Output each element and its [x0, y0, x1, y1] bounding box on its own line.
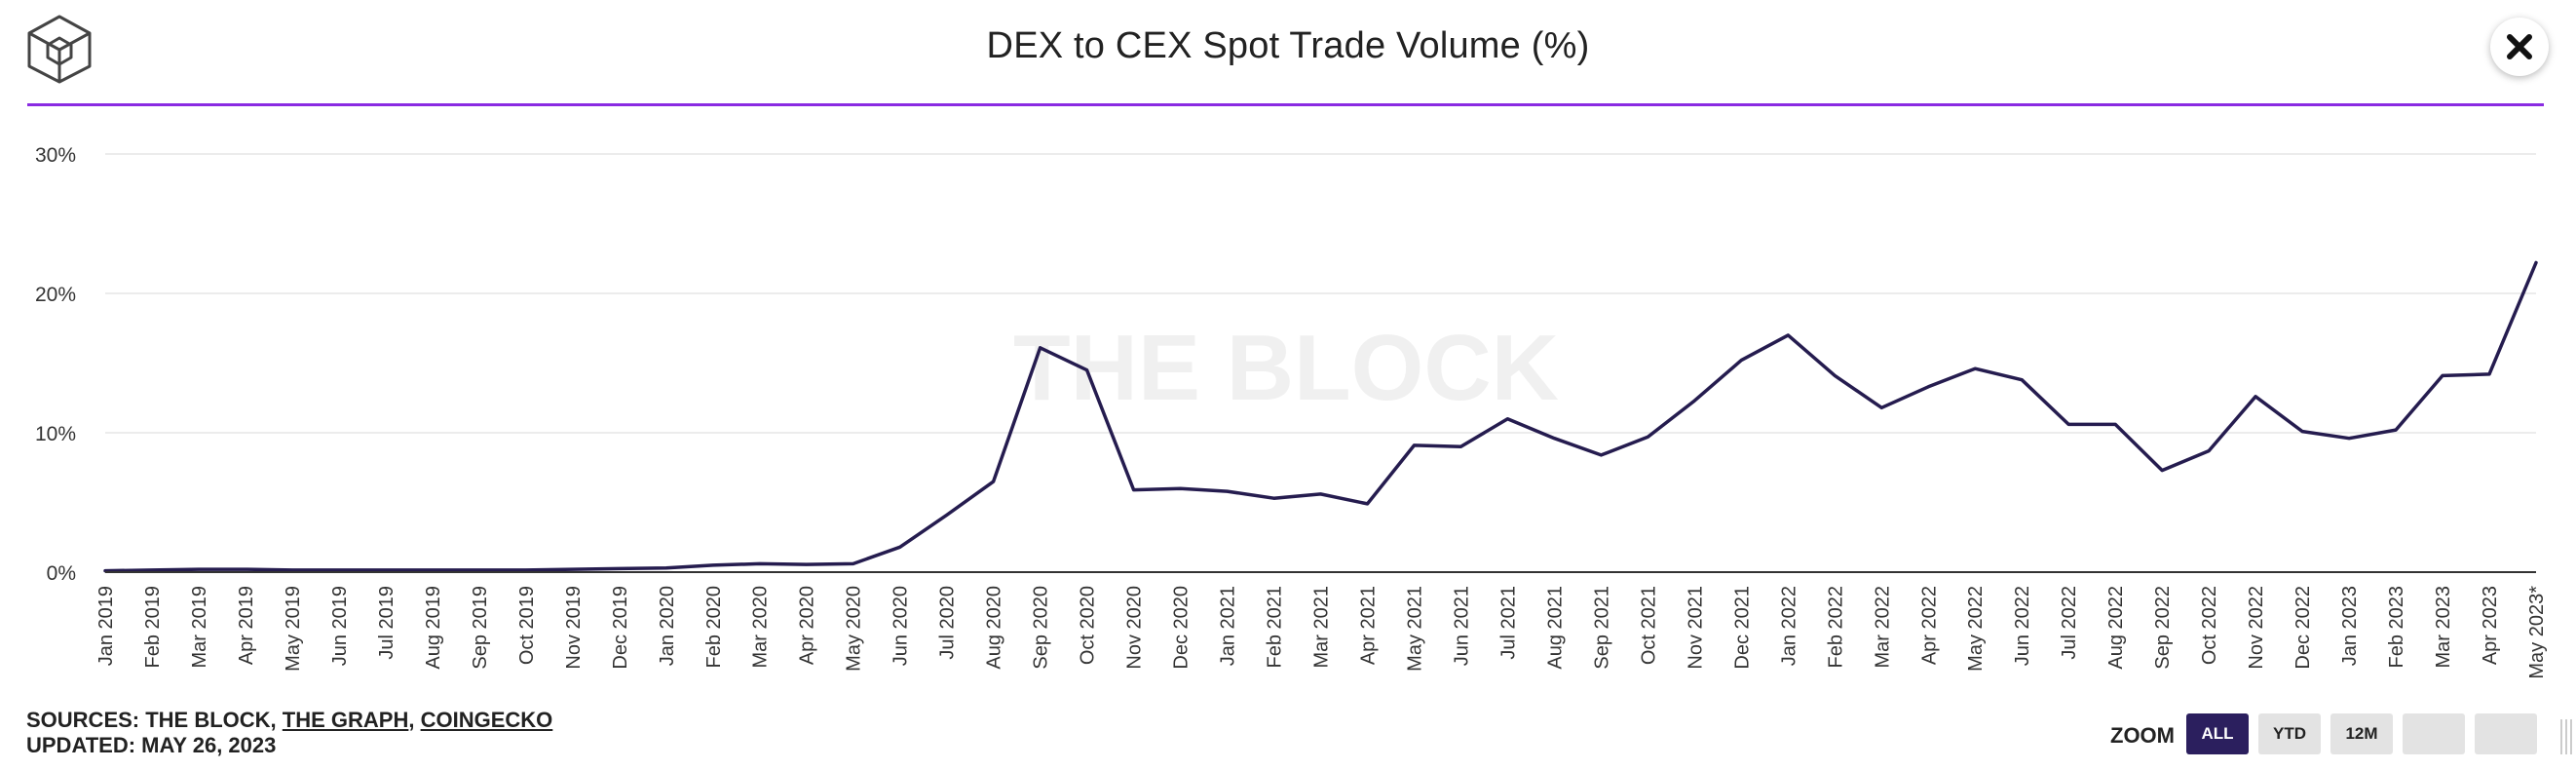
y-tick-label: 0%: [47, 562, 76, 585]
x-tick-label: Dec 2019: [610, 586, 631, 670]
the-block-logo: [25, 14, 94, 84]
x-tick-label: May 2020: [844, 586, 865, 672]
x-tick-label: Jun 2019: [329, 586, 351, 666]
x-tick-label: Dec 2022: [2292, 586, 2314, 670]
x-tick-label: Feb 2021: [1265, 586, 1286, 669]
x-tick-label: Apr 2020: [797, 586, 818, 665]
y-tick-label: 10%: [35, 423, 76, 445]
x-tick-label: Feb 2023: [2386, 586, 2407, 669]
source-link-the-graph[interactable]: THE GRAPH: [282, 708, 409, 732]
title-divider: [27, 103, 2544, 106]
x-tick-label: Sep 2022: [2152, 586, 2174, 670]
line-chart: THE BLOCK 0% 10% 20% 30% Jan 2019 Feb 2019 Ma…: [35, 144, 2548, 679]
x-tick-label: Jul 2019: [376, 586, 398, 660]
zoom-12m-button[interactable]: 12M: [2330, 713, 2393, 754]
x-tick-label: Jan 2022: [1778, 586, 1799, 666]
x-tick-label: Oct 2019: [516, 586, 538, 665]
x-tick-label: May 2021: [1404, 586, 1425, 672]
watermark: THE BLOCK: [1013, 316, 1559, 420]
x-tick-label: Aug 2019: [423, 586, 444, 670]
x-tick-label: Oct 2021: [1638, 586, 1659, 665]
series-line: [103, 260, 2538, 573]
x-tick-label: Aug 2020: [984, 586, 1005, 670]
sources-prefix: SOURCES: THE BLOCK,: [26, 708, 283, 732]
y-axis-labels: 0% 10% 20% 30%: [35, 144, 76, 585]
source-link-coingecko[interactable]: COINGECKO: [420, 708, 553, 732]
y-tick-label: 30%: [35, 144, 76, 167]
x-tick-label: Aug 2022: [2105, 586, 2127, 670]
scroll-edge-marks: [2560, 719, 2572, 754]
x-tick-label: Jun 2021: [1451, 586, 1472, 666]
x-tick-label: Mar 2022: [1872, 586, 1893, 669]
x-tick-label: Mar 2019: [189, 586, 210, 669]
zoom-all-button[interactable]: ALL: [2186, 713, 2249, 754]
x-tick-label: Jan 2019: [95, 586, 117, 666]
x-tick-label: Apr 2019: [236, 586, 257, 665]
zoom-range-button-4[interactable]: [2403, 713, 2465, 754]
x-tick-label: Apr 2021: [1357, 586, 1379, 665]
x-tick-label: Feb 2020: [703, 586, 725, 669]
sources-separator: ,: [408, 708, 421, 732]
x-tick-label: Sep 2019: [470, 586, 491, 670]
x-tick-label: Nov 2019: [563, 586, 585, 670]
x-tick-label: Apr 2022: [1918, 586, 1940, 665]
x-tick-label: Jul 2020: [937, 586, 959, 660]
x-tick-label: Dec 2020: [1171, 586, 1193, 670]
x-axis-labels: Jan 2019 Feb 2019 Mar 2019 Apr 2019 May 2019…: [95, 586, 2548, 679]
x-tick-label: Nov 2021: [1685, 586, 1706, 670]
x-tick-label: Jan 2021: [1218, 586, 1239, 666]
close-icon: [2507, 34, 2532, 59]
sources-line: SOURCES: THE BLOCK, THE GRAPH, COINGECKO: [26, 708, 552, 733]
x-tick-label: Jan 2023: [2339, 586, 2361, 666]
x-tick-label: May 2019: [283, 586, 304, 672]
zoom-ytd-button[interactable]: YTD: [2258, 713, 2321, 754]
x-tick-label: Mar 2020: [750, 586, 772, 669]
y-tick-label: 20%: [35, 284, 76, 306]
zoom-label: ZOOM: [2110, 723, 2175, 748]
cube-logo-icon: [27, 15, 92, 84]
sources-note: SOURCES: THE BLOCK, THE GRAPH, COINGECKO…: [26, 708, 552, 758]
close-button[interactable]: [2490, 18, 2549, 76]
x-tick-label: Feb 2022: [1825, 586, 1846, 669]
x-tick-label: Jun 2022: [2012, 586, 2033, 666]
x-tick-label: Oct 2020: [1078, 586, 1099, 665]
x-tick-label: May 2023*: [2526, 586, 2548, 679]
x-tick-label: Jul 2022: [2059, 586, 2080, 660]
page-title: DEX to CEX Spot Trade Volume (%): [986, 25, 1590, 66]
x-tick-label: Nov 2020: [1124, 586, 1146, 670]
x-tick-label: Mar 2021: [1311, 586, 1333, 669]
x-tick-label: Apr 2023: [2480, 586, 2501, 665]
x-tick-label: Jun 2020: [890, 586, 912, 666]
x-tick-label: Aug 2021: [1544, 586, 1566, 670]
zoom-range-button-5[interactable]: [2475, 713, 2537, 754]
grid-layer: [105, 153, 2536, 434]
x-tick-label: Jan 2020: [657, 586, 678, 666]
x-tick-label: Feb 2019: [142, 586, 164, 669]
x-tick-label: Mar 2023: [2433, 586, 2454, 669]
x-tick-label: Nov 2022: [2246, 586, 2267, 670]
x-tick-label: Jul 2021: [1497, 586, 1519, 660]
x-tick-label: May 2022: [1965, 586, 1987, 672]
x-tick-label: Sep 2021: [1591, 586, 1612, 670]
x-tick-label: Dec 2021: [1731, 586, 1753, 670]
x-tick-label: Sep 2020: [1031, 586, 1052, 670]
x-tick-label: Oct 2022: [2199, 586, 2220, 665]
updated-date: UPDATED: MAY 26, 2023: [26, 733, 277, 757]
